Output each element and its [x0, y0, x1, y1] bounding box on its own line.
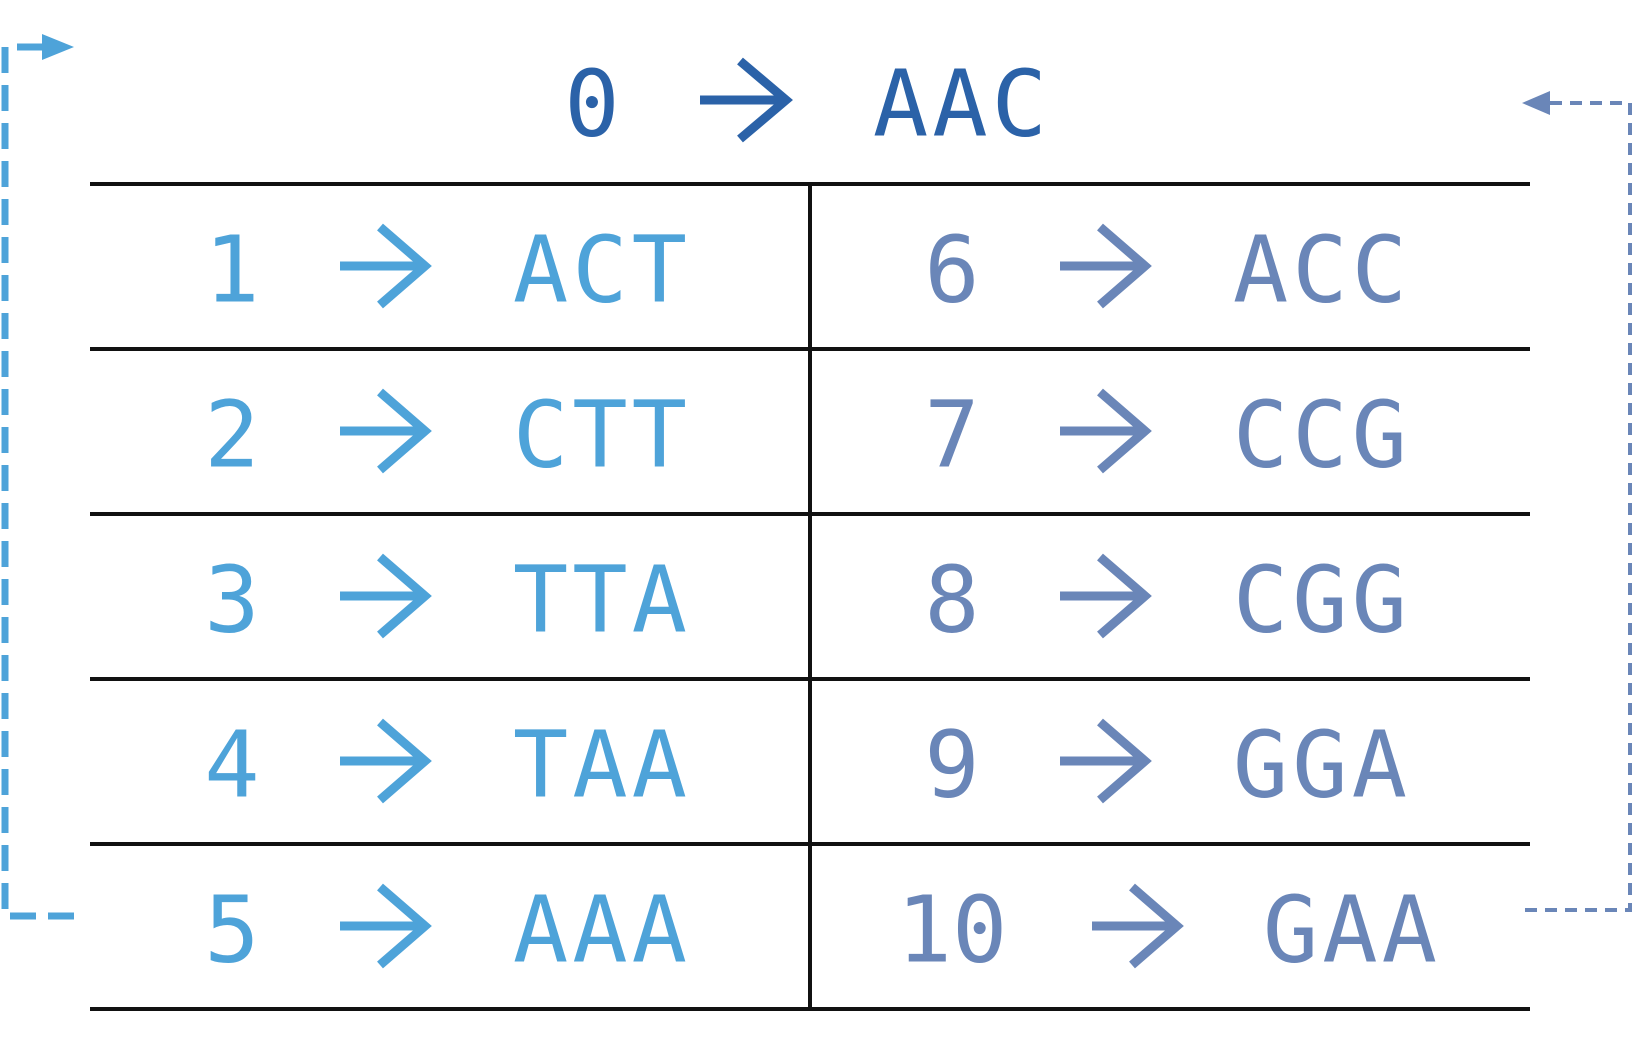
row-codon: TTA [513, 547, 691, 654]
right-arrow-icon [340, 718, 432, 804]
row-codon: ACC [1233, 217, 1411, 324]
right-arrow-icon [1092, 883, 1184, 969]
row-index: 2 [204, 382, 259, 489]
top-row-codon: AAC [873, 51, 1051, 158]
table-row: 1 ACT [204, 217, 691, 324]
table-row: 4 TAA [204, 712, 691, 819]
row-index: 1 [204, 217, 259, 324]
right-arrow-icon [340, 223, 432, 309]
row-index: 10 [897, 877, 1008, 984]
row-codon: CCG [1233, 382, 1411, 489]
right-column: 6 ACC 7 CCG 8 CGG 9 [897, 217, 1441, 984]
table-row: 7 CCG [924, 382, 1411, 489]
table-row: 5 AAA [204, 877, 691, 984]
row-index: 3 [204, 547, 259, 654]
right-loop-connector [1522, 91, 1632, 912]
right-loop-arrowhead-icon [1522, 91, 1550, 115]
row-index: 9 [924, 712, 979, 819]
table-row: 10 GAA [897, 877, 1441, 984]
left-loop-arrowhead-icon [42, 34, 74, 60]
row-codon: CTT [513, 382, 691, 489]
left-loop-connector [1, 34, 74, 920]
table-row: 9 GGA [924, 712, 1411, 819]
right-loop-dashed-line [1525, 101, 1632, 912]
row-codon: AAA [513, 877, 691, 984]
row-index: 5 [204, 877, 259, 984]
left-loop-dashed-line [1, 43, 74, 920]
right-arrow-icon [1060, 223, 1152, 309]
right-arrow-icon [1060, 553, 1152, 639]
table-row: 8 CGG [924, 547, 1411, 654]
row-codon: GGA [1233, 712, 1411, 819]
right-arrow-icon [1060, 388, 1152, 474]
row-index: 6 [924, 217, 979, 324]
row-codon: ACT [513, 217, 691, 324]
row-codon: CGG [1233, 547, 1411, 654]
right-arrow-icon [340, 883, 432, 969]
row-index: 7 [924, 382, 979, 489]
row-codon: TAA [513, 712, 691, 819]
table-row: 6 ACC [924, 217, 1411, 324]
table-rules [90, 182, 1530, 1011]
top-row: 0 AAC [564, 51, 1051, 158]
table-row: 2 CTT [204, 382, 691, 489]
left-column: 1 ACT 2 CTT 3 TTA 4 [204, 217, 691, 984]
table-row: 3 TTA [204, 547, 691, 654]
top-row-index: 0 [564, 51, 619, 158]
row-index: 4 [204, 712, 259, 819]
row-index: 8 [924, 547, 979, 654]
row-codon: GAA [1263, 877, 1441, 984]
right-arrow-icon [340, 553, 432, 639]
top-row-arrow-icon [700, 57, 793, 143]
right-arrow-icon [340, 388, 432, 474]
right-arrow-icon [1060, 718, 1152, 804]
